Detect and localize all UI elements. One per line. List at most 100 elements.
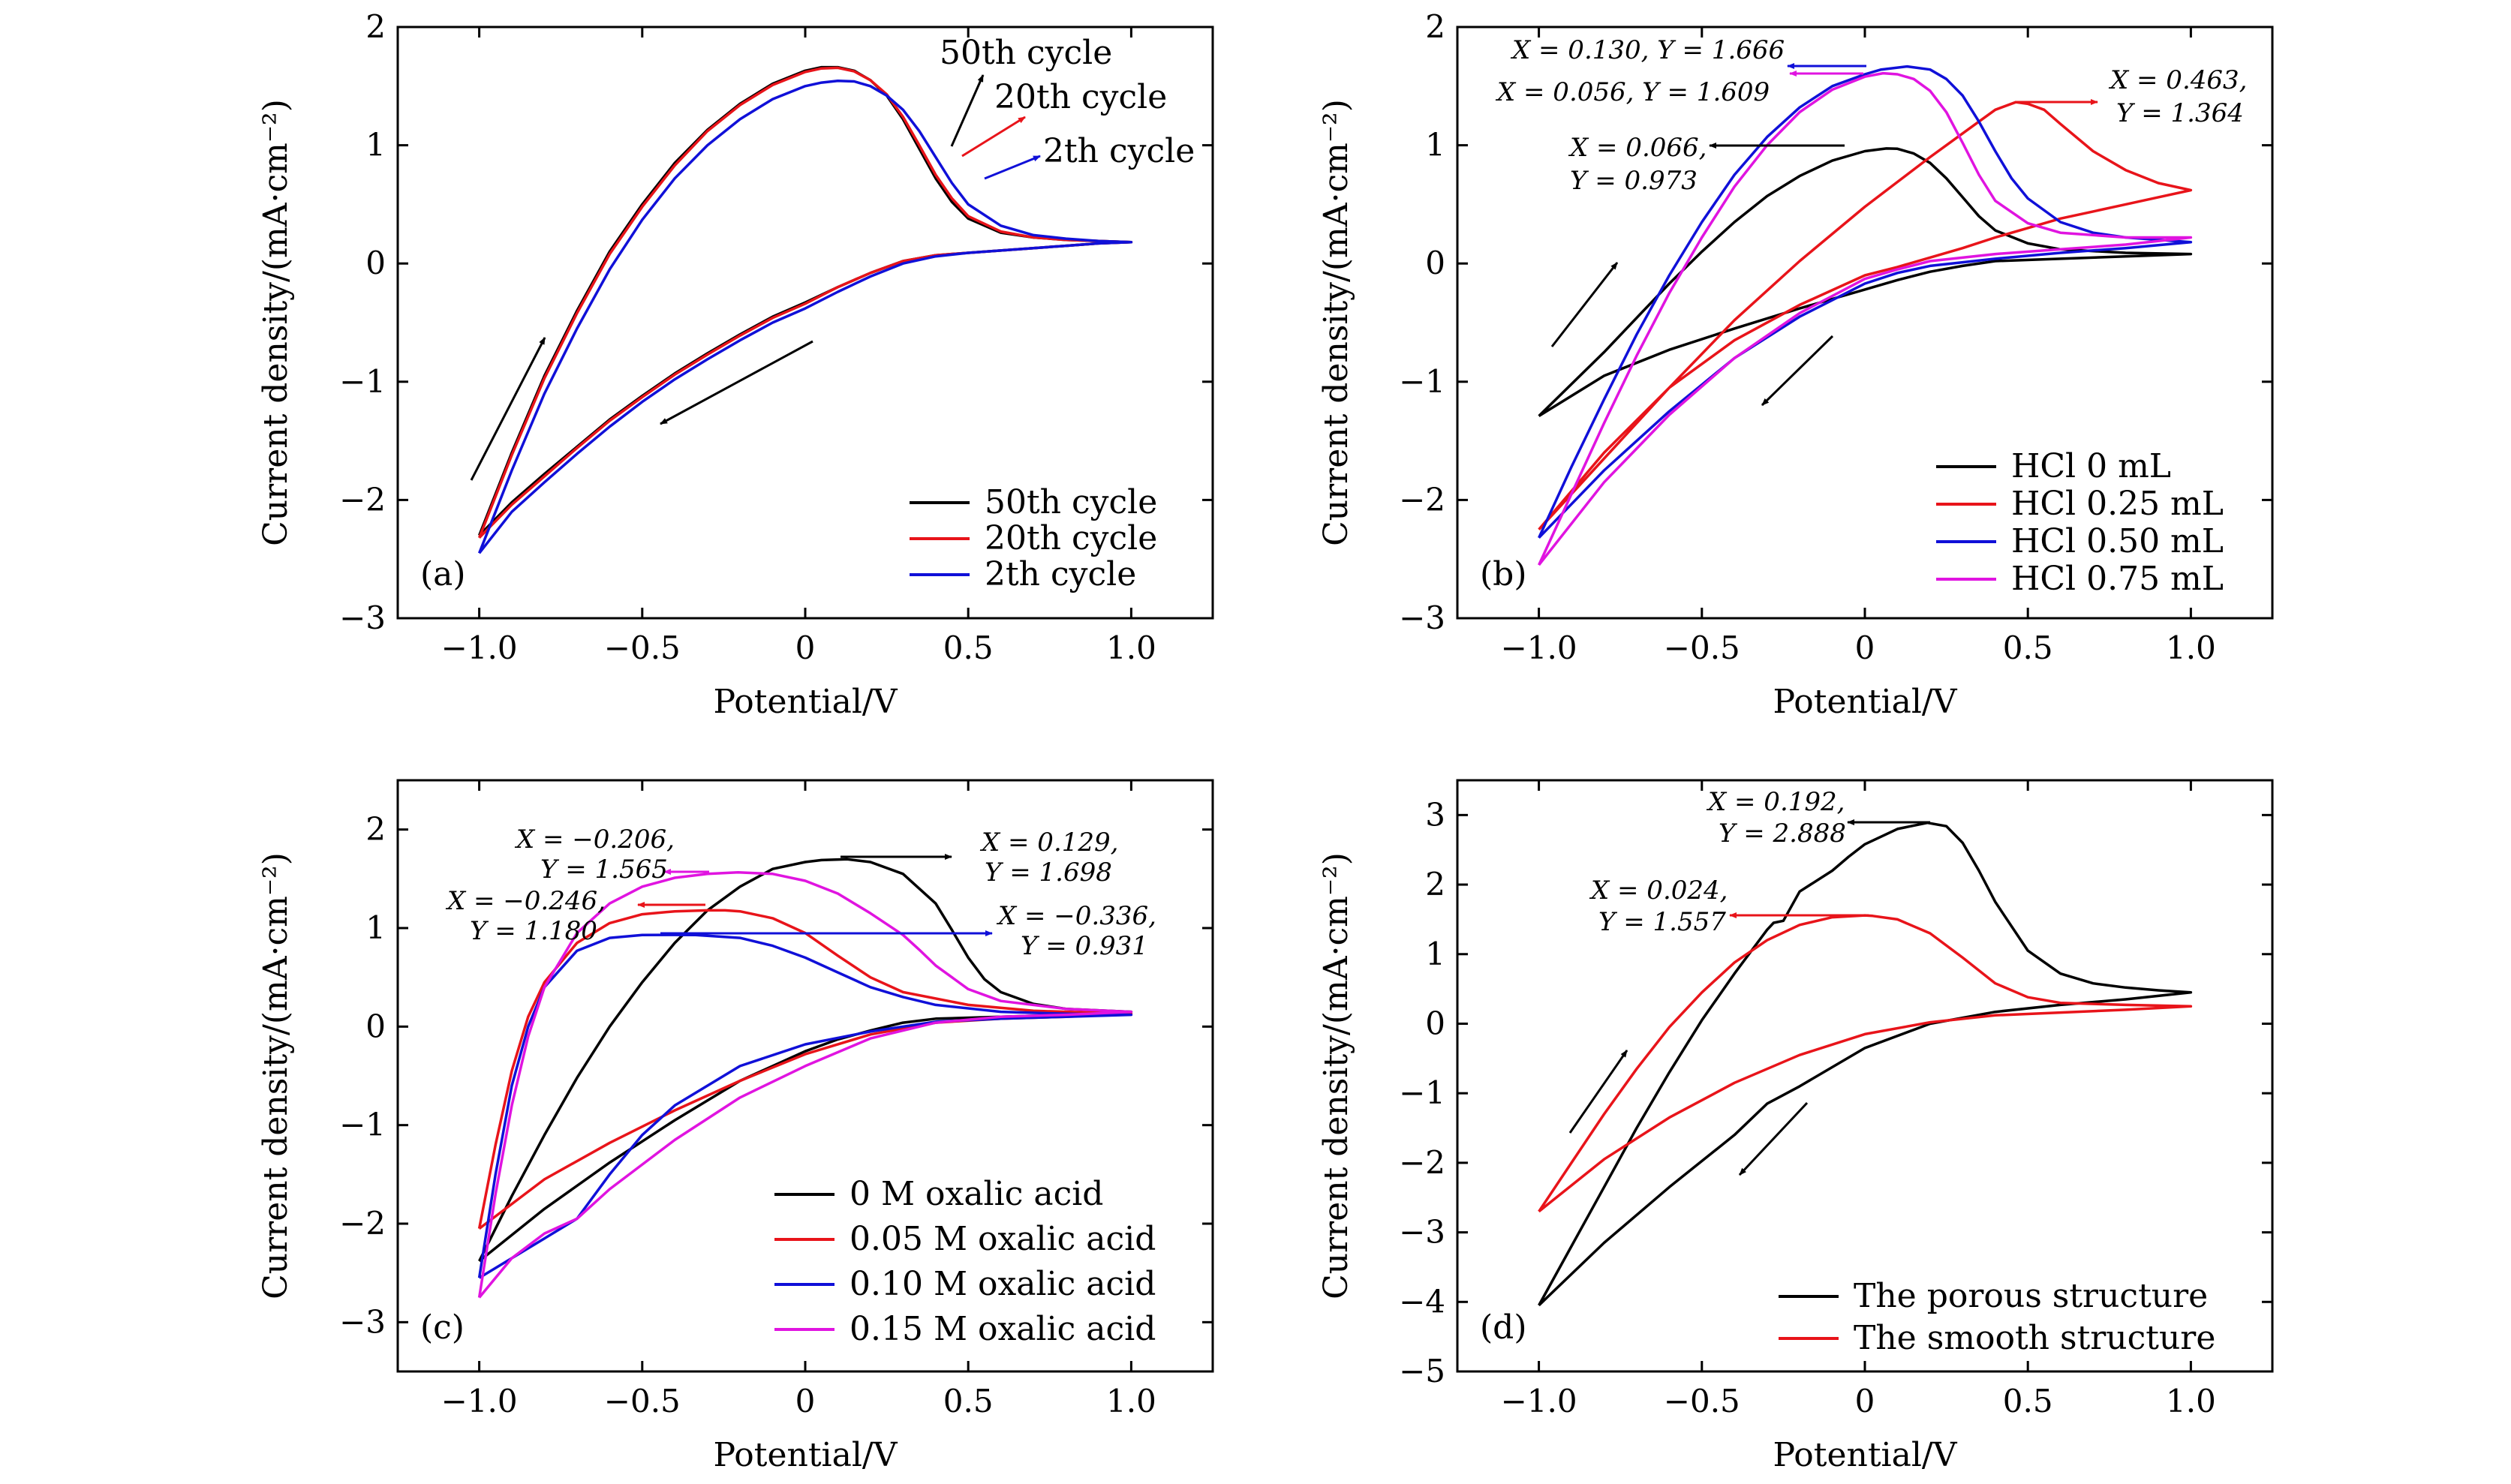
y-tick-label: 0	[365, 245, 386, 281]
x-tick-label: 1.0	[2166, 629, 2216, 666]
y-tick-label: 1	[365, 127, 386, 164]
peak-label: X = 0.129,	[979, 828, 1118, 858]
series-line	[1538, 147, 2193, 417]
annotation-arrow	[984, 155, 1041, 180]
y-tick-label: 0	[365, 1008, 386, 1044]
panel-c: −1.0 −0.5 0 0.5 1.0 −3 −2 −1 0 1 2 Potential/V Cur…	[257, 779, 1214, 1474]
peak-label: X = −0.206,	[514, 825, 675, 855]
peak-label: X = 0.463,	[2108, 65, 2247, 95]
x-tick-label: 0	[795, 629, 816, 666]
series-line	[477, 65, 1133, 536]
curves	[477, 65, 1133, 554]
y-axis-label: Current density/(mA·cm⁻²)	[257, 852, 295, 1299]
peak-label: Y = 0.973	[1570, 166, 1698, 196]
legend-label: 20th cycle	[985, 519, 1157, 557]
legend-label: 0.05 M oxalic acid	[850, 1220, 1156, 1258]
y-tick-label: −3	[1399, 599, 1445, 636]
legend: The porous structure The smooth structure	[1779, 1277, 2215, 1357]
legend-label: 0.10 M oxalic acid	[850, 1265, 1156, 1303]
x-tick-label: −0.5	[1664, 629, 1740, 666]
ticks: −1.0 −0.5 0 0.5 1.0 −3 −2 −1 0 1 2	[1399, 8, 2272, 666]
x-tick-label: 0.5	[2003, 629, 2053, 666]
y-tick-label: −2	[339, 1205, 386, 1242]
ticks: −1.0 −0.5 0 0.5 1.0 −3 −2 −1 0 1 2	[339, 780, 1213, 1419]
x-tick-label: 1.0	[1106, 1383, 1156, 1419]
panel-a: −1.0 −0.5 0 0.5 1.0 −3 −2 −1 0 1 2 Potential/V Cur…	[257, 8, 1214, 721]
x-tick-label: 0.5	[943, 629, 994, 666]
panel-label: (c)	[420, 1308, 465, 1347]
x-tick-label: −0.5	[604, 1383, 681, 1419]
series-line	[478, 858, 1133, 1263]
scan-direction-arrow	[470, 337, 546, 481]
x-axis-label: Potential/V	[713, 1436, 898, 1474]
x-tick-label: 0.5	[943, 1383, 994, 1419]
y-tick-label: −2	[339, 481, 386, 518]
y-tick-label: −4	[1399, 1283, 1445, 1320]
peak-label: Y = 1.698	[985, 858, 1112, 888]
series-line	[477, 66, 1133, 539]
curves	[1538, 65, 2193, 566]
series-line	[477, 933, 1133, 1279]
scan-direction-arrow	[1738, 1101, 1809, 1176]
x-tick-label: −1.0	[441, 629, 518, 666]
annotation-2th: 2th cycle	[1043, 132, 1195, 170]
y-tick-label: 0	[1425, 1005, 1445, 1041]
y-axis-label: Current density/(mA·cm⁻²)	[1317, 99, 1355, 546]
scan-direction-arrow	[1761, 335, 1834, 407]
y-tick-label: −3	[339, 599, 386, 636]
legend-label: HCl 0.50 mL	[2011, 522, 2224, 560]
x-tick-label: −1.0	[441, 1383, 518, 1419]
y-tick-label: −1	[1399, 363, 1445, 400]
y-tick-label: 2	[365, 811, 386, 848]
scan-direction-arrow	[1550, 262, 1619, 347]
y-tick-label: −1	[339, 363, 386, 400]
legend-label: The smooth structure	[1854, 1319, 2215, 1357]
x-tick-label: 1.0	[2166, 1383, 2216, 1419]
legend: 0 M oxalic acid 0.05 M oxalic acid 0.10 M …	[774, 1175, 1156, 1348]
series-line	[477, 79, 1133, 554]
series-line	[477, 909, 1133, 1230]
y-tick-label: 2	[1425, 866, 1445, 903]
legend-label: 0.15 M oxalic acid	[850, 1310, 1156, 1348]
peak-label: X = 0.066,	[1568, 133, 1707, 163]
y-tick-label: 2	[365, 8, 386, 45]
x-tick-label: 0	[1855, 629, 1875, 666]
y-tick-label: 1	[1425, 127, 1445, 164]
x-tick-label: −0.5	[604, 629, 681, 666]
legend-label: HCl 0.75 mL	[2011, 560, 2224, 598]
scan-direction-arrow	[1568, 1050, 1628, 1134]
y-tick-label: −1	[1399, 1074, 1445, 1111]
peak-label: X = 0.192,	[1706, 787, 1845, 817]
peak-label: Y = 0.931	[1021, 931, 1148, 961]
legend-label: The porous structure	[1854, 1277, 2208, 1315]
peak-label: X = −0.246,	[445, 886, 606, 916]
y-tick-label: −3	[1399, 1214, 1445, 1251]
panel-d: −1.0 −0.5 0 0.5 1.0 −5 −4 −3 −2 −1 0 1 2 3 Potential/…	[1317, 779, 2274, 1474]
peak-label: Y = 1.364	[2116, 98, 2244, 128]
series-line	[1538, 65, 2193, 539]
series-line	[1538, 821, 2193, 1307]
y-tick-label: 3	[1425, 796, 1445, 833]
panel-label: (a)	[420, 555, 466, 593]
peak-label: X = 0.024,	[1589, 876, 1728, 906]
peak-label: X = 0.056, Y = 1.609	[1495, 77, 1770, 107]
panel-label: (b)	[1480, 555, 1527, 593]
legend-label: HCl 0 mL	[2011, 447, 2171, 485]
y-tick-label: −2	[1399, 1144, 1445, 1181]
y-tick-label: −3	[339, 1303, 386, 1340]
peak-label: X = −0.336,	[996, 901, 1156, 931]
y-tick-label: 1	[365, 909, 386, 946]
peak-label: X = 0.130, Y = 1.666	[1510, 35, 1785, 65]
peak-label: Y = 1.565	[540, 855, 668, 885]
annotation-arrow	[950, 74, 985, 147]
legend-label: 0 M oxalic acid	[850, 1175, 1103, 1213]
scan-direction-arrow	[660, 340, 813, 425]
panel-b: −1.0 −0.5 0 0.5 1.0 −3 −2 −1 0 1 2 Potential/V Cur…	[1317, 8, 2274, 721]
x-tick-label: 0.5	[2003, 1383, 2053, 1419]
peak-label: Y = 1.557	[1598, 907, 1726, 937]
y-axis-label: Current density/(mA·cm⁻²)	[257, 99, 295, 546]
series-line	[1538, 914, 2193, 1213]
panel-label: (d)	[1480, 1308, 1527, 1347]
peak-label: Y = 1.180	[470, 916, 597, 946]
